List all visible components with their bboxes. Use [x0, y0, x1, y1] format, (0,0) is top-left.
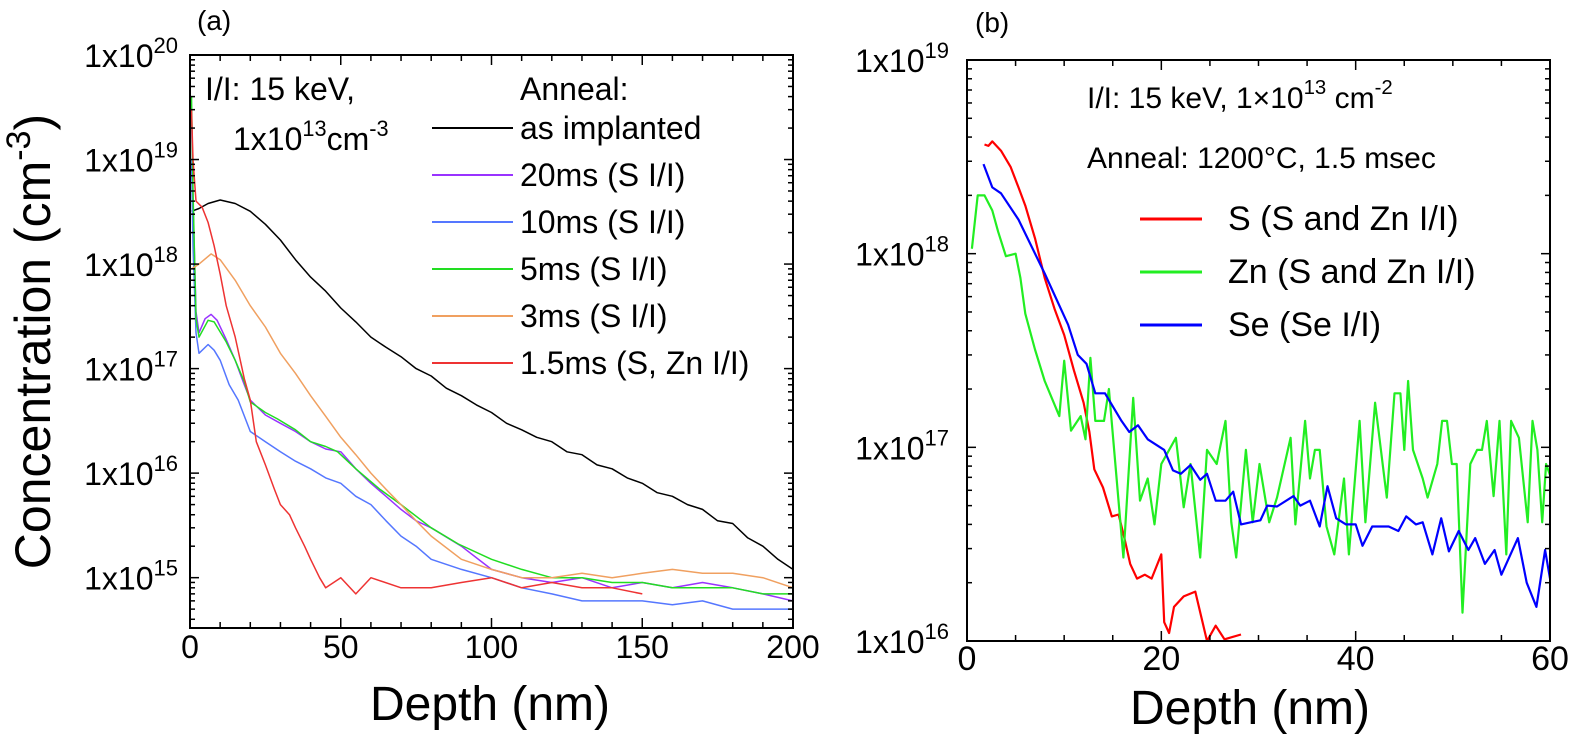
legend-label: 3ms (S I/I)	[520, 298, 668, 334]
legend-label: S (S and Zn I/I)	[1228, 200, 1459, 238]
y-tick-label: 1x1019	[855, 38, 949, 79]
y-tick-exponent: 15	[154, 556, 178, 581]
y-tick-exponent: 17	[925, 425, 949, 450]
x-tick-label: 40	[1337, 640, 1375, 678]
legend: S (S and Zn I/I) Zn (S and Zn I/I) Se (Se …	[1140, 200, 1476, 344]
y-tick-exponent: 18	[925, 232, 949, 257]
legend-label: Se (Se I/I)	[1228, 306, 1381, 344]
y-axis-title: Concentration (cm-3)	[0, 114, 61, 569]
x-tick-label: 150	[616, 629, 669, 665]
y-tick-base: 1x10	[84, 561, 153, 597]
annotation-text: I/I: 15 keV, 1×1013 cm-2	[1087, 77, 1393, 115]
y-tick-exponent: 18	[154, 242, 178, 267]
y-tick-exponent: 19	[925, 38, 949, 63]
y-tick-base: 1x10	[855, 430, 924, 466]
y-tick-base: 1x10	[84, 143, 153, 179]
series-line-0	[191, 199, 793, 571]
series-line-0	[984, 140, 1242, 641]
legend-label: 20ms (S I/I)	[520, 157, 685, 193]
y-tick-base: 1x10	[84, 247, 153, 283]
annotation-text: I/I: 15 keV,	[205, 71, 355, 107]
x-tick-label: 100	[465, 629, 518, 665]
legend-label: as implanted	[520, 110, 701, 146]
y-tick-label: 1x1018	[84, 242, 178, 283]
y-tick-label: 1x1019	[84, 138, 178, 179]
y-tick-exponent: 19	[154, 138, 178, 163]
x-axis-title: Depth (nm)	[1130, 682, 1370, 734]
y-tick-base: 1x10	[84, 352, 153, 388]
y-tick-exponent: 17	[154, 347, 178, 372]
series-line-2	[190, 159, 793, 610]
y-tick-base: 1x10	[84, 38, 153, 74]
x-tick-label: 50	[323, 629, 359, 665]
x-tick-label: 60	[1531, 640, 1569, 678]
y-tick-label: 1x1020	[84, 33, 178, 74]
x-tick-label: 20	[1142, 640, 1180, 678]
x-tick-label: 0	[958, 640, 977, 678]
y-tick-exponent: 20	[154, 33, 178, 58]
legend-label: 10ms (S I/I)	[520, 204, 685, 240]
y-tick-base: 1x10	[855, 43, 924, 79]
series-line-5	[190, 109, 643, 595]
y-tick-label: 1x1017	[84, 347, 178, 388]
panel-label: (a)	[197, 5, 231, 36]
y-tick-label: 1x1015	[84, 556, 178, 597]
y-tick-base: 1x10	[84, 456, 153, 492]
legend: Anneal:as implanted 20ms (S I/I) 10ms (S I…	[432, 71, 749, 381]
y-tick-label: 1x1017	[855, 425, 949, 466]
y-tick-base: 1x10	[855, 237, 924, 273]
y-tick-exponent: 16	[925, 619, 949, 644]
x-axis-title: Depth (nm)	[370, 678, 610, 731]
y-tick-label: 1x1018	[855, 232, 949, 273]
series-line-2	[982, 163, 1550, 608]
y-tick-label: 1x1016	[84, 451, 178, 492]
x-tick-label: 0	[181, 629, 199, 665]
annotation-text: Anneal: 1200°C, 1.5 msec	[1087, 142, 1436, 175]
legend-title: Anneal:	[520, 71, 629, 107]
y-tick-exponent: 16	[154, 451, 178, 476]
annotation-text: 1x1013cm-3	[233, 116, 389, 157]
legend-label: 5ms (S I/I)	[520, 251, 668, 287]
y-tick-label: 1x1016	[855, 619, 949, 660]
series-line-1	[970, 194, 1550, 614]
series-line-4	[191, 253, 793, 589]
series-line-3	[190, 96, 793, 595]
panel-label: (b)	[975, 7, 1009, 38]
legend-label: Zn (S and Zn I/I)	[1228, 253, 1476, 291]
y-tick-base: 1x10	[855, 624, 924, 660]
legend-label: 1.5ms (S, Zn I/I)	[520, 345, 749, 381]
x-tick-label: 200	[766, 629, 819, 665]
